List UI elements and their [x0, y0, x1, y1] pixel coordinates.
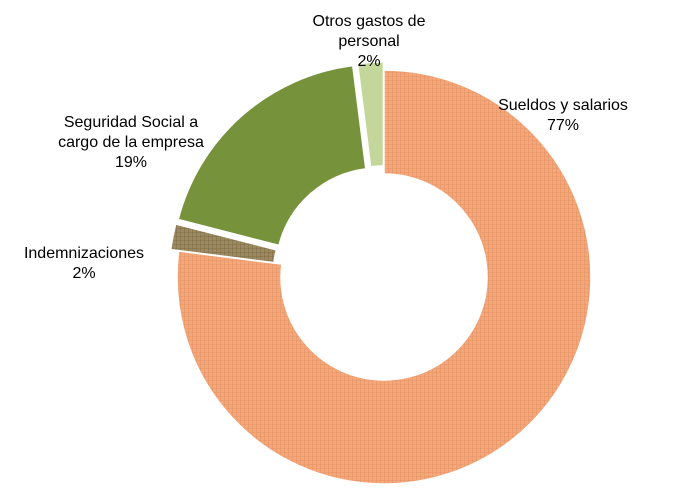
- slice-category-label: cargo de la empresa: [58, 134, 204, 151]
- slice-category-label: Seguridad Social a: [64, 114, 198, 131]
- slice-category-label: Sueldos y salarios: [498, 97, 628, 114]
- slice-2: [177, 64, 367, 247]
- labels-group: Sueldos y salarios 77% Indemnizaciones 2% Se…: [24, 13, 628, 282]
- slice-category-label: personal: [338, 33, 399, 50]
- slice-value-label: 19%: [115, 154, 147, 171]
- slice-label-2: Seguridad Social a cargo de la empresa 19%: [58, 114, 204, 171]
- slice-category-label: Otros gastos de: [313, 13, 426, 30]
- slice-1: [169, 223, 278, 264]
- slice-value-label: 77%: [547, 117, 579, 134]
- slices-group: [169, 61, 592, 485]
- slice-3: [356, 61, 385, 168]
- slice-value-label: 2%: [357, 53, 380, 70]
- slice-label-1: Indemnizaciones 2%: [24, 245, 144, 282]
- slice-label-0: Sueldos y salarios 77%: [498, 97, 628, 134]
- slice-label-3: Otros gastos de personal 2%: [313, 13, 426, 70]
- slice-value-label: 2%: [72, 265, 95, 282]
- slice-0: [176, 69, 592, 485]
- slice-category-label: Indemnizaciones: [24, 245, 144, 262]
